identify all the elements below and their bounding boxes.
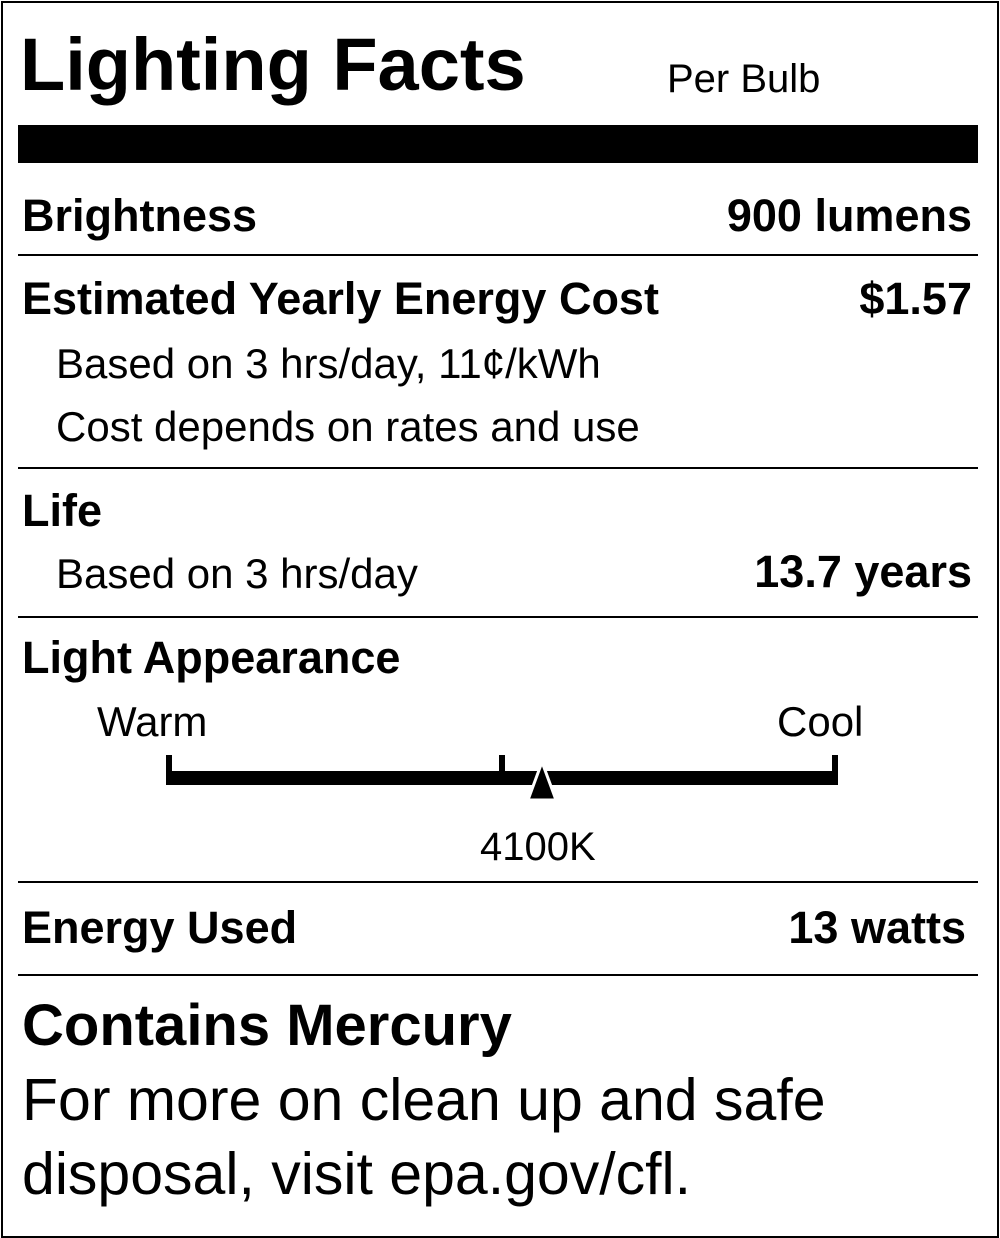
color-temperature-value: 4100K <box>480 825 596 869</box>
life-value: 13.7 years <box>754 546 972 597</box>
mercury-title: Contains Mercury <box>22 993 512 1058</box>
scale-tick-mid <box>499 755 505 785</box>
mercury-info-line1: For more on clean up and safe <box>22 1067 826 1133</box>
appearance-label: Light Appearance <box>22 632 401 683</box>
energy-label: Energy Used <box>22 902 298 953</box>
life-label: Life <box>22 485 103 536</box>
cost-label: Estimated Yearly Energy Cost <box>22 273 659 324</box>
cost-note-depends: Cost depends on rates and use <box>56 403 640 450</box>
scale-tick-left <box>166 755 172 785</box>
divider <box>18 467 978 469</box>
brightness-value: 900 lumens <box>726 190 972 241</box>
color-temperature-scale <box>166 755 838 805</box>
brightness-label: Brightness <box>22 190 258 241</box>
divider <box>18 254 978 256</box>
mercury-info-line2: disposal, visit epa.gov/cfl. <box>22 1141 691 1207</box>
divider <box>18 881 978 883</box>
thick-divider <box>18 125 978 163</box>
life-note: Based on 3 hrs/day <box>56 550 418 597</box>
cost-value: $1.57 <box>859 273 972 324</box>
label-title: Lighting Facts <box>20 23 526 106</box>
cost-note-rate: Based on 3 hrs/day, 11¢/kWh <box>56 340 601 387</box>
divider <box>18 616 978 618</box>
warm-label: Warm <box>97 698 208 745</box>
energy-value: 13 watts <box>788 902 966 953</box>
label-subtitle: Per Bulb <box>667 57 821 101</box>
cool-label: Cool <box>777 698 864 745</box>
triangle-marker-icon <box>526 760 559 802</box>
scale-tick-right <box>832 755 838 785</box>
divider <box>18 974 978 976</box>
